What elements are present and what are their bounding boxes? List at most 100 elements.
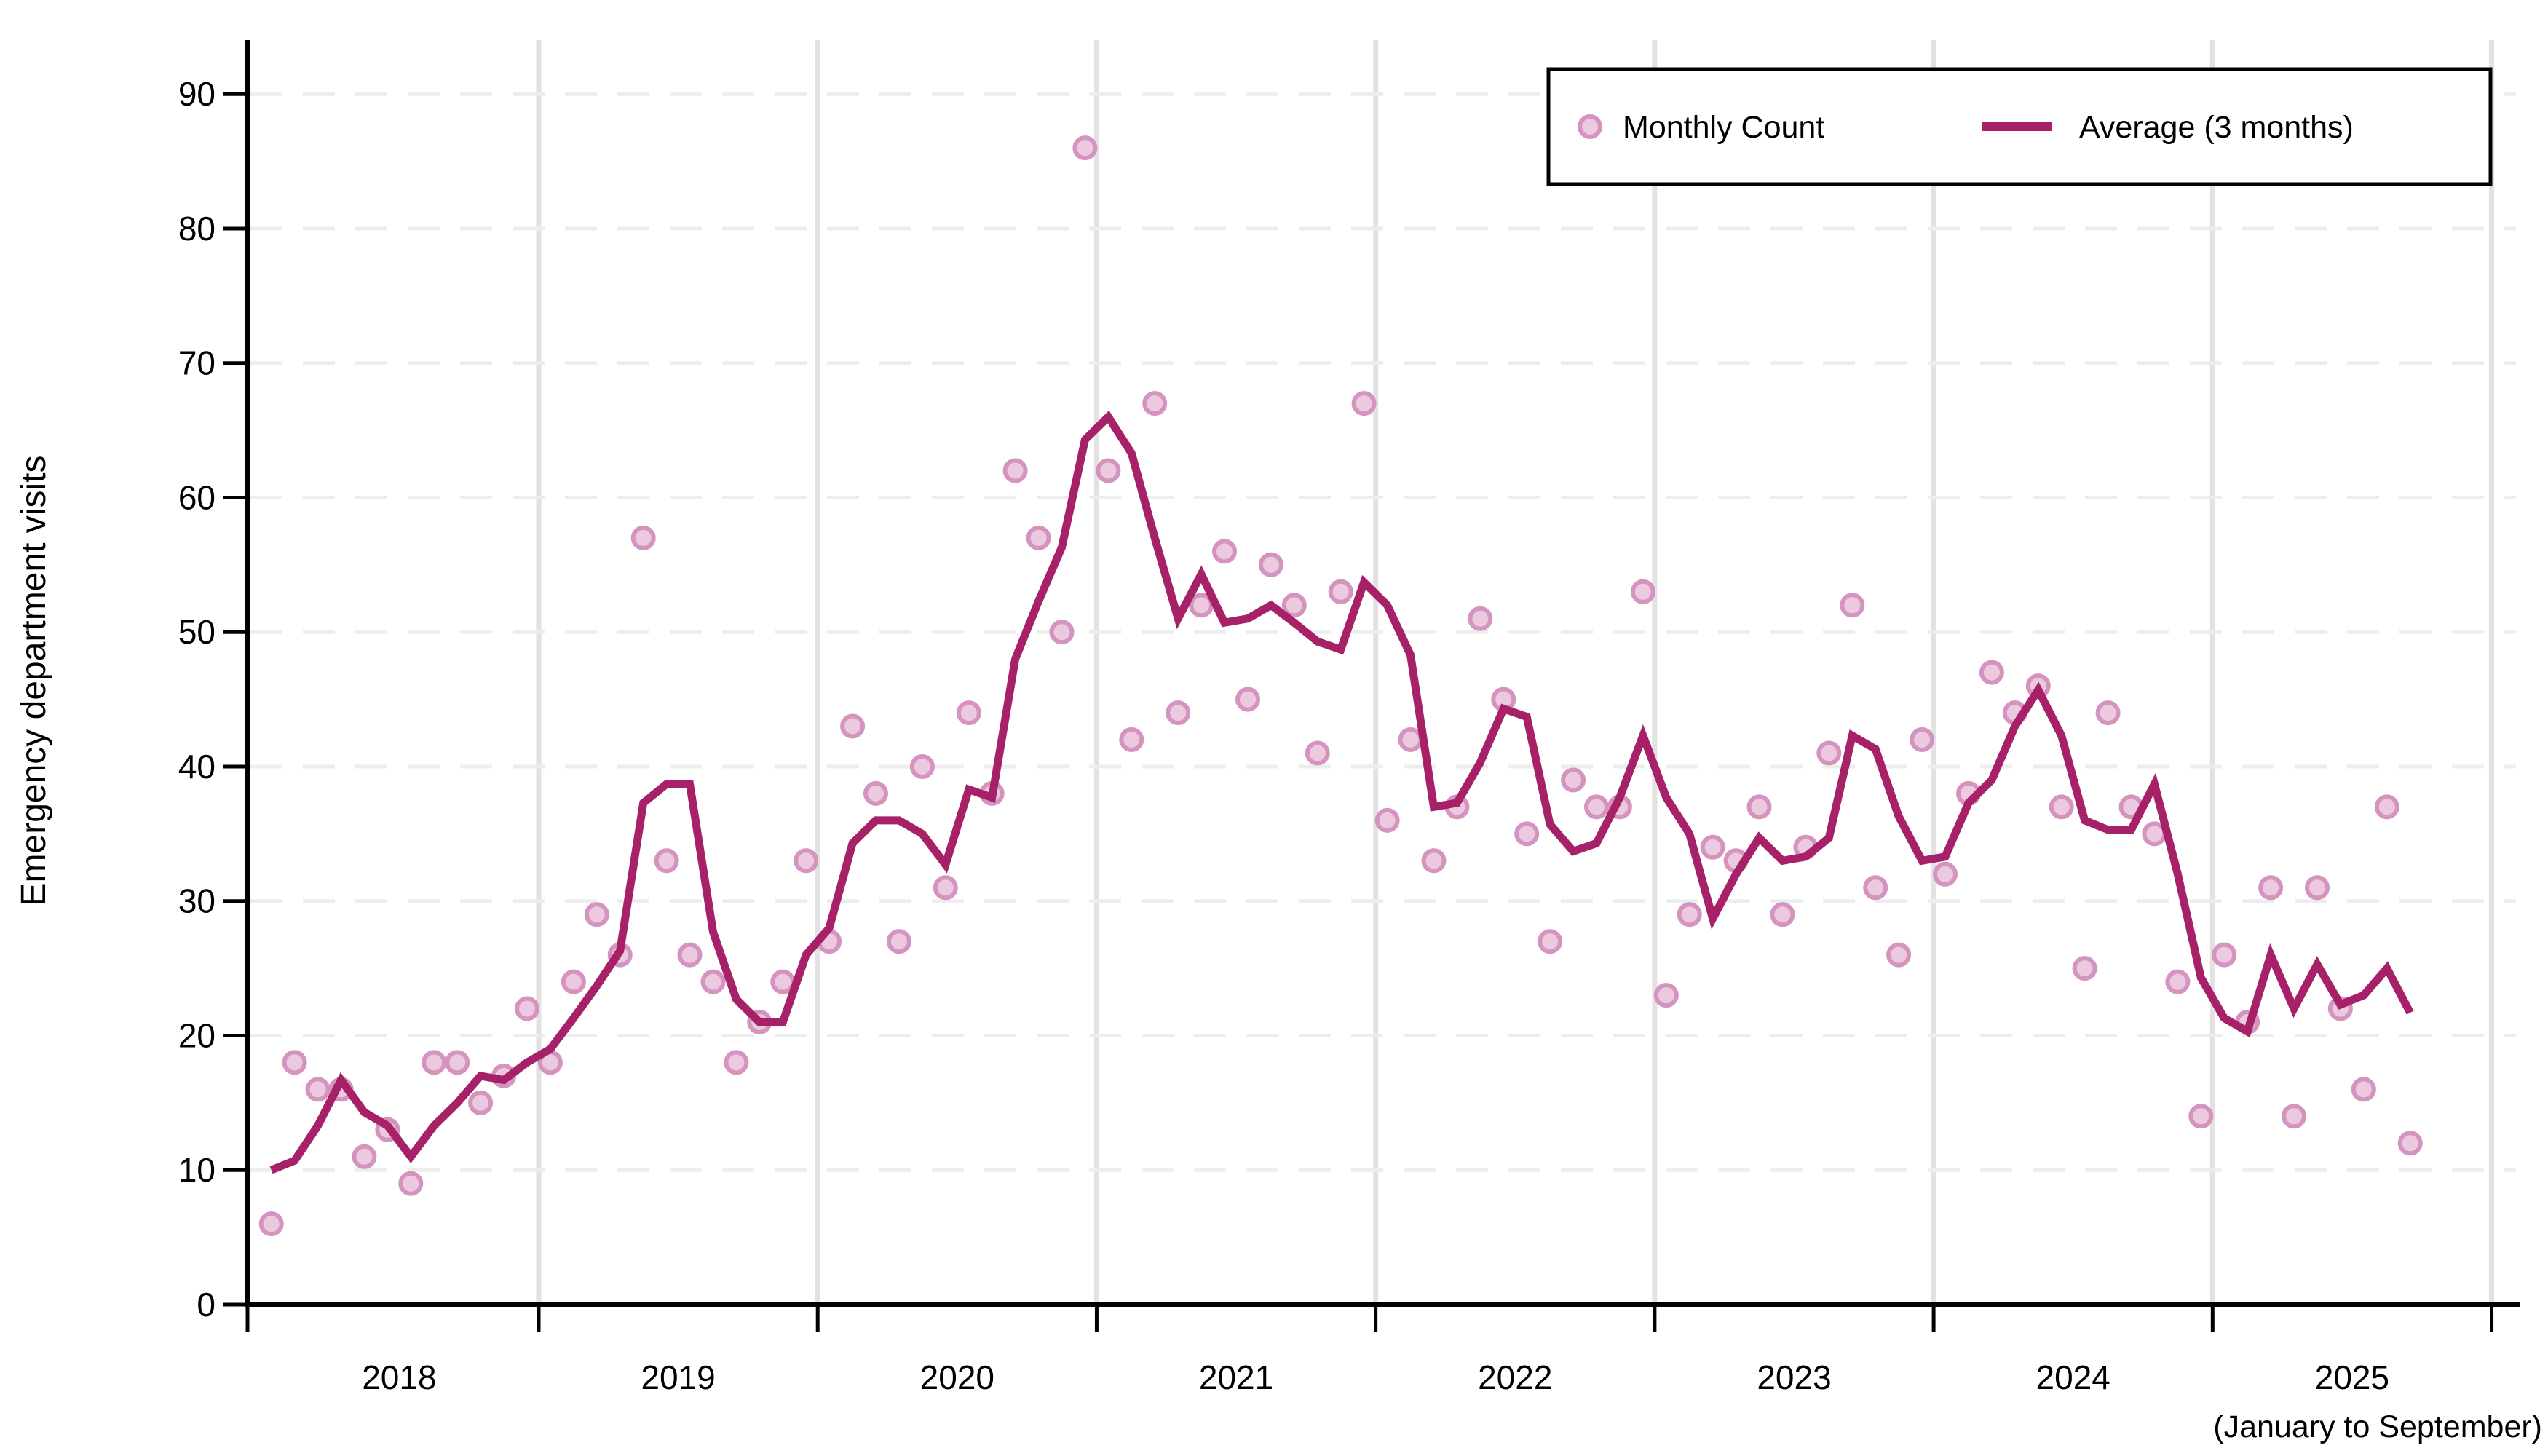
monthly-dot — [1653, 983, 1679, 1008]
monthly-dot — [1351, 391, 1377, 416]
axes — [245, 40, 2520, 1307]
monthly-dot — [1746, 794, 1772, 820]
y-tick-label: 50 — [178, 613, 215, 651]
monthly-dot — [630, 525, 656, 550]
horizontal-gridlines — [250, 92, 2516, 1172]
y-tick-label: 0 — [197, 1286, 215, 1324]
monthly-dot — [1514, 821, 1540, 847]
monthly-dot — [1212, 539, 1237, 564]
monthly-dot — [2397, 1131, 2423, 1156]
monthly-dot — [2374, 794, 2399, 820]
x-tick-label: 2020 — [920, 1358, 994, 1396]
monthly-dot — [956, 700, 981, 726]
monthly-dot — [2351, 1077, 2376, 1102]
monthly-dot — [1189, 593, 1214, 618]
monthly-dot — [1166, 700, 1191, 726]
monthly-dot — [1026, 525, 1051, 550]
monthly-dot — [1561, 767, 1586, 793]
x-tick-label: 2018 — [362, 1358, 436, 1396]
monthly-dot — [1421, 848, 1447, 874]
monthly-dot — [1584, 794, 1609, 820]
monthly-dot — [1979, 660, 2004, 685]
monthly-dot — [794, 848, 819, 874]
monthly-dot — [1049, 620, 1075, 645]
x-tick-label: 2021 — [1199, 1358, 1273, 1396]
y-tick-label: 20 — [178, 1016, 215, 1054]
monthly-dot — [2282, 1104, 2306, 1129]
x-tick-label: 2019 — [641, 1358, 715, 1396]
x-axis-note: (January to September) — [2213, 1409, 2542, 1444]
monthly-dot — [1235, 687, 1260, 712]
monthly-dot — [282, 1050, 307, 1075]
y-axis-title: Emergency department visits — [15, 456, 53, 906]
x-axis-ticks — [245, 1305, 2494, 1332]
monthly-dot — [1096, 458, 1121, 483]
monthly-dot — [258, 1211, 284, 1237]
y-tick-label: 70 — [178, 344, 215, 382]
monthly-dot — [2305, 875, 2330, 901]
y-tick-label: 80 — [178, 210, 215, 248]
monthly-dot — [724, 1050, 749, 1075]
monthly-dot — [1630, 579, 1655, 604]
monthly-dot — [2095, 700, 2121, 726]
monthly-dot — [2049, 794, 2074, 820]
monthly-dot — [1002, 458, 1028, 483]
monthly-dot — [1142, 391, 1168, 416]
monthly-dot — [1281, 593, 1307, 618]
monthly-count-legend-label: Monthly Count — [1623, 110, 1824, 145]
average-legend-label: Average (3 months) — [2079, 110, 2354, 145]
monthly-count-dots — [258, 135, 2423, 1237]
monthly-dot — [1305, 740, 1330, 766]
monthly-dot — [422, 1050, 447, 1075]
monthly-count-legend-marker — [1578, 114, 1602, 139]
vertical-gridlines — [536, 40, 2495, 1305]
monthly-dot — [2212, 942, 2237, 968]
x-tick-label: 2024 — [2036, 1358, 2110, 1396]
monthly-dot — [2165, 969, 2191, 994]
monthly-dot — [468, 1090, 494, 1115]
monthly-dot — [561, 969, 586, 994]
monthly-dot — [305, 1077, 331, 1102]
monthly-dot — [1538, 929, 1563, 954]
monthly-dot — [1910, 727, 1935, 752]
average-polyline — [269, 410, 2414, 1174]
x-tick-label: 2025 — [2315, 1358, 2389, 1396]
monthly-dot — [1072, 135, 1098, 161]
y-tick-label: 60 — [178, 478, 215, 516]
monthly-dot — [1328, 579, 1353, 604]
monthly-dot — [1863, 875, 1888, 901]
y-axis-ticks — [223, 92, 248, 1307]
monthly-dot — [770, 969, 796, 994]
monthly-dot — [1886, 942, 1912, 968]
y-tick-label: 30 — [178, 882, 215, 920]
monthly-dot — [1770, 902, 1795, 927]
monthly-dot — [1816, 740, 1842, 766]
x-tick-label: 2023 — [1757, 1358, 1831, 1396]
monthly-dot — [515, 996, 539, 1021]
y-tick-label: 10 — [178, 1151, 215, 1189]
monthly-dot — [445, 1050, 470, 1075]
monthly-dot — [398, 1171, 424, 1196]
monthly-dot — [933, 875, 958, 901]
x-tick-label: 2022 — [1478, 1358, 1552, 1396]
monthly-dot — [840, 713, 866, 739]
monthly-dot — [654, 848, 679, 874]
y-axis-tick-labels: 0 10 20 30 40 50 60 70 80 90 — [178, 75, 215, 1324]
monthly-dot — [1700, 834, 1725, 860]
monthly-dot — [1398, 727, 1423, 752]
monthly-dot — [584, 902, 609, 927]
y-tick-label: 90 — [178, 75, 215, 113]
average-line — [269, 410, 2414, 1174]
monthly-dot — [700, 969, 726, 994]
monthly-dot — [677, 942, 703, 968]
monthly-dot — [2188, 1104, 2214, 1129]
legend: Monthly Count Average (3 months) — [1546, 67, 2493, 186]
x-axis-tick-labels: 2018 2019 2020 2021 2022 2023 2024 2025 — [362, 1358, 2389, 1396]
monthly-dot — [1374, 807, 1400, 833]
monthly-dot — [1119, 727, 1144, 752]
monthly-dot — [1468, 606, 1493, 631]
monthly-dot — [352, 1144, 377, 1169]
monthly-dot — [863, 780, 888, 806]
